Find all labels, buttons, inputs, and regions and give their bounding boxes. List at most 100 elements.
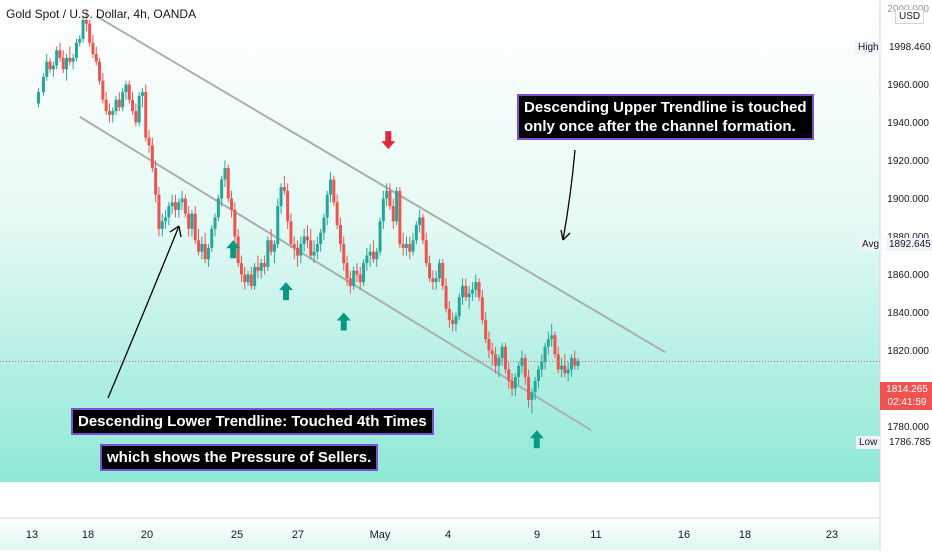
candle-body <box>48 61 52 70</box>
candle-body <box>474 282 478 290</box>
candle-body <box>312 251 316 256</box>
candle <box>550 323 554 347</box>
candle <box>467 285 471 309</box>
candle-body <box>500 346 504 359</box>
candle-body <box>200 244 204 252</box>
candle <box>226 164 230 203</box>
candle <box>546 331 550 355</box>
candle <box>282 175 286 195</box>
candle <box>104 92 108 115</box>
candle <box>451 312 455 332</box>
candle <box>88 19 92 47</box>
candle <box>51 61 55 77</box>
candle-body <box>203 244 207 260</box>
candle-body <box>276 206 280 245</box>
candle <box>543 342 547 370</box>
candle <box>338 217 342 252</box>
candle <box>404 236 408 256</box>
candle-body <box>319 232 323 245</box>
candle <box>510 373 514 397</box>
price-tick-label: 1900.000 <box>887 194 929 205</box>
lower-pointer-line <box>107 225 180 399</box>
candle <box>78 35 82 47</box>
candle <box>457 293 461 321</box>
candle-body <box>282 187 286 191</box>
candle <box>41 73 45 96</box>
candle-body <box>157 194 161 229</box>
upper-trendline <box>95 15 667 354</box>
time-tick-label: 9 <box>534 529 540 541</box>
candle-body <box>507 369 511 381</box>
candle-body <box>573 358 577 366</box>
candle <box>381 190 385 229</box>
candle-body <box>477 282 481 298</box>
time-tick-label: 18 <box>739 529 751 541</box>
candle <box>81 16 85 43</box>
candle <box>391 198 395 229</box>
candle-body <box>510 380 514 389</box>
lower-pointer-arrowhead <box>169 225 182 238</box>
candle <box>401 232 405 256</box>
candle <box>256 255 260 279</box>
candle <box>230 190 234 218</box>
price-axis-background <box>880 0 932 550</box>
candle <box>200 236 204 260</box>
candle-body <box>375 251 379 260</box>
candle-body <box>424 240 428 264</box>
candle-body <box>81 19 85 39</box>
candle <box>517 361 521 385</box>
candle-body <box>111 111 115 115</box>
candle <box>385 183 389 207</box>
candle <box>418 209 422 233</box>
symbol-title: Gold Spot / U.S. Dollar, 4h, OANDA <box>6 7 197 21</box>
candle-body <box>480 297 484 321</box>
candle-body <box>154 168 158 195</box>
up-arrow-icon <box>279 282 293 301</box>
candle <box>216 194 220 222</box>
currency-badge[interactable]: USD <box>895 9 925 24</box>
candle <box>447 301 451 328</box>
price-tick-label: 1880.000 <box>887 232 929 243</box>
candle-body <box>98 61 102 81</box>
low-label: Low <box>856 436 881 449</box>
candle-body <box>342 244 346 264</box>
candle <box>375 247 379 267</box>
candle-body <box>329 179 333 195</box>
candle <box>477 278 481 302</box>
candle <box>312 240 316 264</box>
candle-body <box>170 202 174 207</box>
price-tick-label: 1840.000 <box>887 308 929 319</box>
candle <box>167 202 171 226</box>
candle-body <box>55 50 59 66</box>
candle-body <box>68 57 72 62</box>
candle-body <box>84 19 88 24</box>
candle-body <box>431 278 435 283</box>
candle <box>533 377 537 400</box>
candle-body <box>206 247 210 260</box>
candle <box>556 346 560 374</box>
candle <box>190 209 194 237</box>
lower-annotation-line1: Descending Lower Trendline: Touched 4th … <box>78 413 427 430</box>
candle-body <box>259 263 263 271</box>
candle-body <box>560 365 564 370</box>
candle-body <box>484 320 488 340</box>
candle <box>253 263 257 290</box>
time-tick-label: 4 <box>445 529 451 541</box>
candle <box>37 88 40 108</box>
candle-body <box>546 339 550 347</box>
candle <box>246 270 250 286</box>
candle-body <box>94 54 98 62</box>
candle-body <box>447 308 451 321</box>
candle-body <box>345 263 349 279</box>
candle <box>249 266 253 290</box>
candle-body <box>543 346 547 362</box>
candle-body <box>309 240 313 256</box>
candle <box>576 358 580 370</box>
candle <box>289 213 293 248</box>
candle-body <box>220 179 224 199</box>
candle <box>342 236 346 271</box>
candle <box>127 80 131 104</box>
candle <box>272 240 276 264</box>
candle-body <box>454 316 458 324</box>
